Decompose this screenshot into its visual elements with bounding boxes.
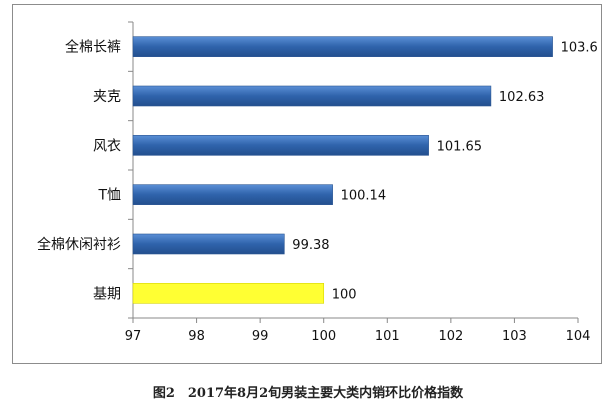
x-tick-label: 102 <box>438 329 463 344</box>
x-tick-label: 101 <box>375 329 400 344</box>
data-label: 99.38 <box>292 238 329 253</box>
bar-chart: 97 98 99 100 101 102 103 104 全棉长裤 103.6 夹克 102.63 风… <box>37 21 598 344</box>
x-tick-label: 97 <box>125 329 142 344</box>
bars: 全棉长裤 103.6 夹克 102.63 风衣 101.65 T恤 100.14 全棉休闲衬衫 9… <box>37 36 598 304</box>
x-tick-label: 103 <box>502 329 527 344</box>
data-label: 101.65 <box>437 139 483 154</box>
figure-caption: 图2 2017年8月2旬男装主要大类内销环比价格指数 <box>152 386 464 401</box>
x-tick-label: 104 <box>566 329 591 344</box>
category-label: 全棉休闲衬衫 <box>37 236 121 253</box>
category-label: 全棉长裤 <box>65 39 121 56</box>
category-label: 基期 <box>93 285 121 302</box>
category-label: 风衣 <box>93 138 121 154</box>
bar <box>132 36 553 57</box>
category-label: 夹克 <box>93 89 121 105</box>
data-label: 100 <box>332 287 357 302</box>
bar <box>132 283 325 304</box>
bar <box>132 85 492 107</box>
axes: 97 98 99 100 101 102 103 104 <box>125 21 591 344</box>
data-label: 103.6 <box>561 41 598 56</box>
chart-frame <box>12 4 602 364</box>
category-label: T恤 <box>97 188 121 204</box>
x-tick-label: 98 <box>188 329 205 344</box>
x-tick-label: 99 <box>252 329 269 344</box>
x-tick-label: 100 <box>311 329 336 344</box>
bar <box>132 233 285 255</box>
bar <box>132 135 429 156</box>
data-label: 100.14 <box>341 189 387 204</box>
bar <box>132 184 333 205</box>
data-label: 102.63 <box>499 90 544 105</box>
